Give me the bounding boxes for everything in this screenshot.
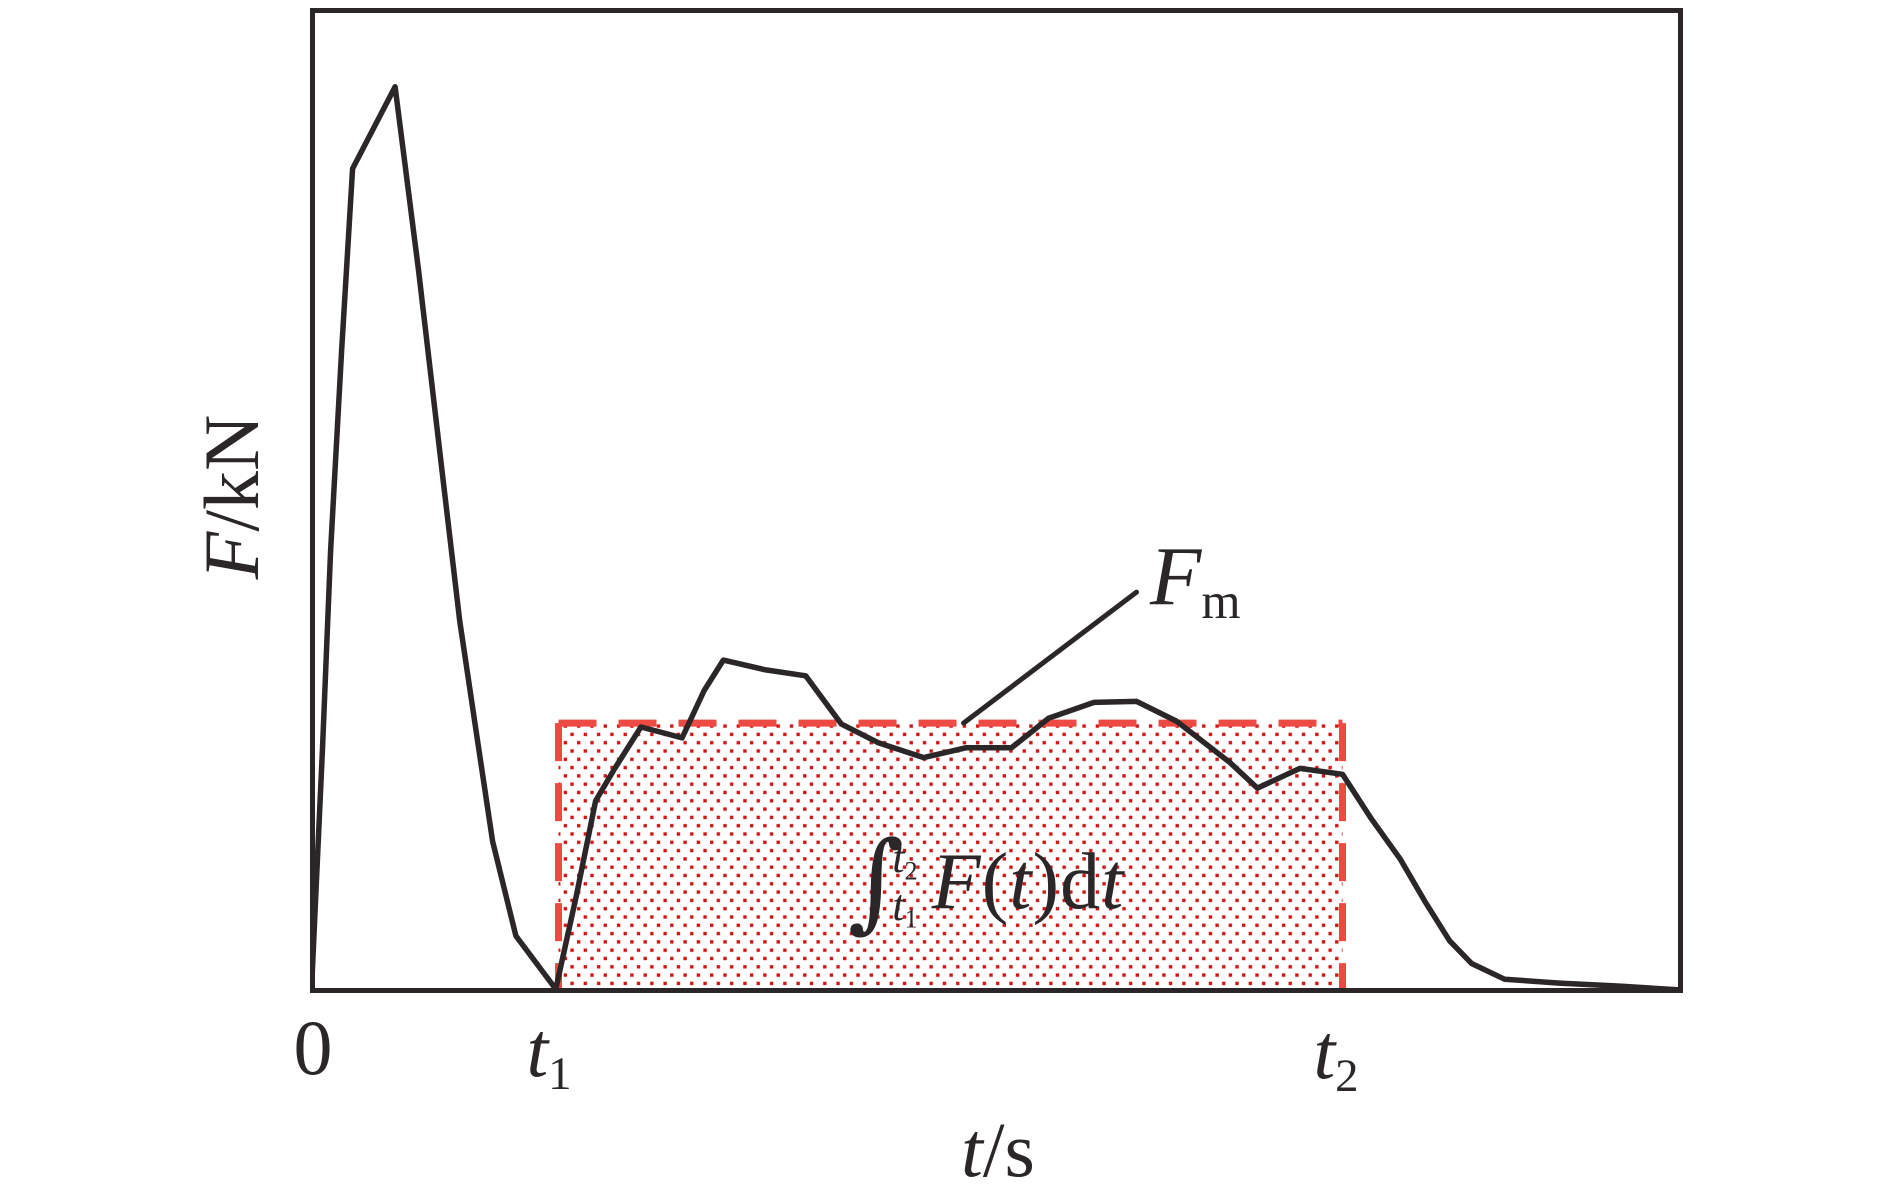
integral-upper-sub: 2 — [904, 854, 918, 885]
integrand-function: F — [931, 837, 982, 926]
mean-force-sub: m — [1201, 573, 1241, 630]
plot-frame — [310, 8, 1683, 993]
integral-lower-base: t — [892, 880, 905, 930]
integrand-close-paren: ) — [1032, 837, 1061, 926]
integrand: F(t)dt — [932, 842, 1125, 922]
mean-force-label: Fm — [1150, 535, 1241, 627]
tick-t2: t2 — [1313, 1013, 1358, 1100]
integrand-variable: t — [1009, 837, 1033, 926]
integral-lower-sub: 1 — [904, 902, 918, 933]
y-axis-separator: / — [188, 510, 275, 532]
integral-limits: t2 t1 — [892, 832, 917, 931]
integrand-diff-variable: t — [1101, 837, 1125, 926]
plot-area — [310, 8, 1683, 993]
x-axis-label: t/s — [961, 1111, 1035, 1189]
y-axis-unit: kN — [188, 414, 275, 511]
tick-origin-text: 0 — [293, 1004, 333, 1091]
tick-t2-base: t — [1313, 1008, 1336, 1095]
y-axis-label: F/kN — [188, 415, 275, 580]
tick-t1-sub: 1 — [548, 1048, 572, 1101]
integral-sign: ∫ — [848, 819, 905, 944]
integrand-differential: d — [1060, 837, 1102, 926]
mean-force-base: F — [1150, 530, 1202, 623]
x-axis-unit: s — [1004, 1106, 1035, 1193]
integral-upper-limit: t2 — [892, 832, 917, 883]
tick-t2-sub: 2 — [1335, 1050, 1359, 1103]
integral-upper-base: t — [892, 832, 905, 882]
fm-pointer-line — [961, 589, 1140, 726]
impulse-integral-label: ∫ t2 t1 F(t)dt — [848, 819, 1125, 944]
impulse-area-fill — [558, 723, 1343, 988]
x-axis-separator: / — [982, 1106, 1005, 1193]
integral-lower-limit: t1 — [892, 880, 917, 931]
tick-t1-base: t — [526, 1006, 549, 1093]
force-curve — [310, 84, 1683, 993]
tick-origin: 0 — [294, 1009, 333, 1087]
integrand-open-paren: ( — [981, 837, 1010, 926]
x-axis-variable: t — [961, 1106, 983, 1193]
y-axis-variable: F — [188, 531, 275, 580]
tick-t1: t1 — [526, 1011, 571, 1098]
